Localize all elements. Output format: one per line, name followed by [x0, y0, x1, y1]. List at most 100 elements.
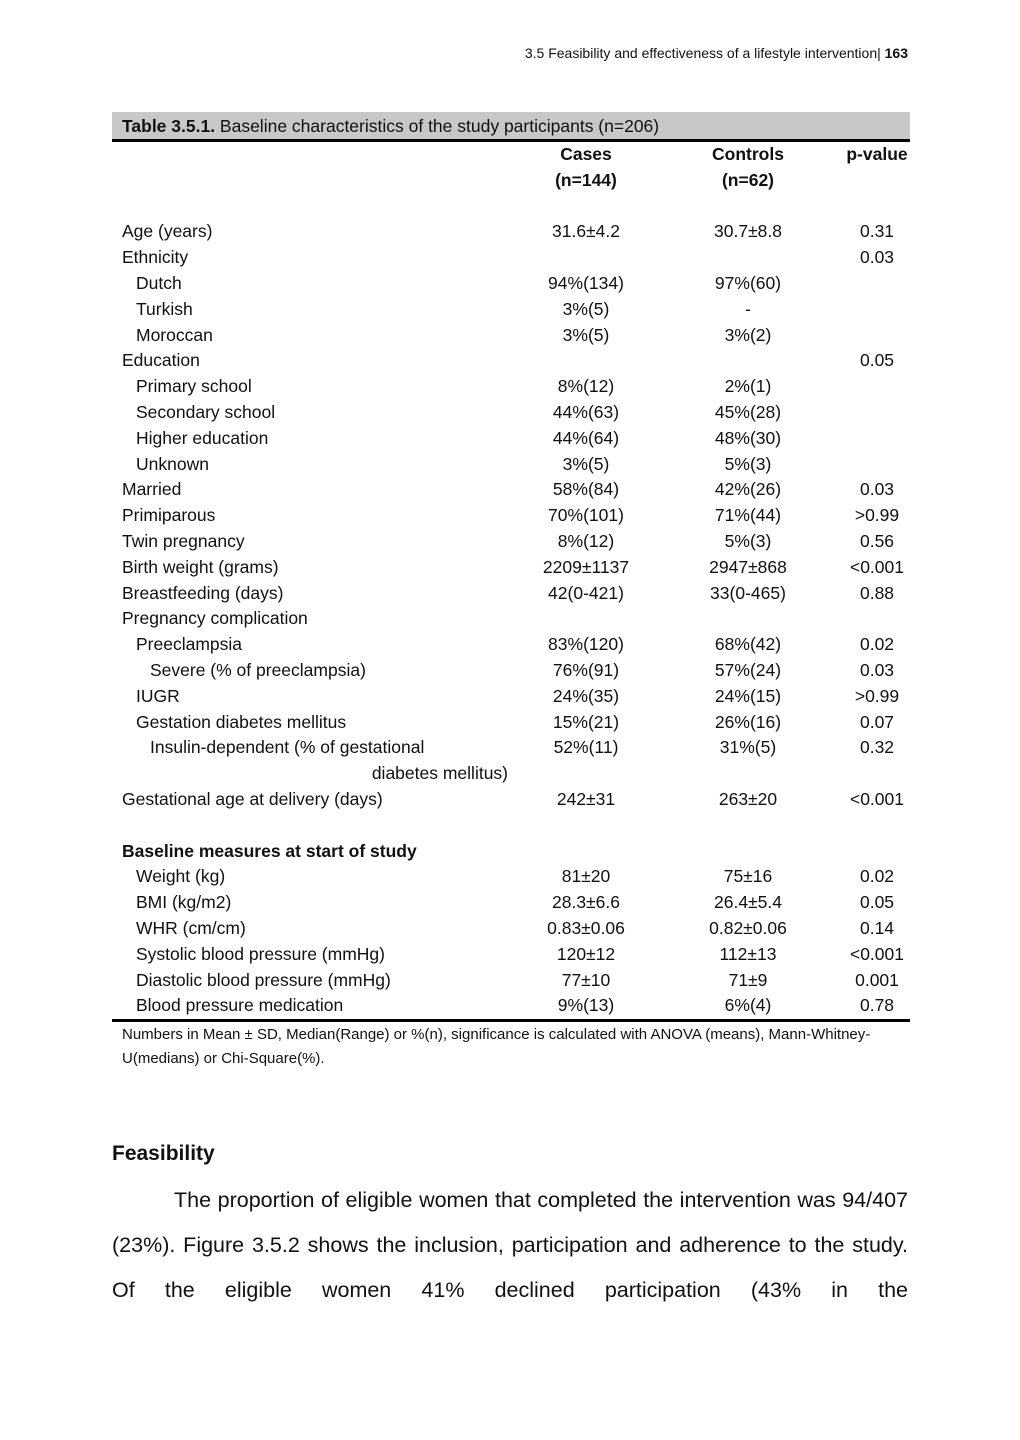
controls-value: 57%(24): [714, 659, 782, 680]
controls-value: [652, 813, 844, 839]
cases-value: 81±20: [561, 866, 611, 887]
p-value: 0.02: [859, 634, 895, 655]
controls-value: [652, 606, 844, 632]
controls-value: 2947±868: [709, 556, 787, 577]
controls-value: 33(0-465): [710, 582, 786, 603]
row-label: Diastolic blood pressure (mmHg): [136, 969, 391, 990]
table-row: Blood pressure medication 9%(13) 6%(4) 0.78: [112, 993, 910, 1023]
row-label: [112, 194, 520, 220]
table-row: Higher education 44%(64) 48%(30): [112, 426, 910, 452]
p-value: [844, 374, 910, 400]
p-value: [844, 426, 910, 452]
row-label: Education: [122, 350, 200, 371]
p-value: <0.001: [849, 556, 904, 577]
table-row: Age (years) 31.6±4.2 30.7±8.8 0.31: [112, 219, 910, 245]
p-value: [844, 323, 910, 349]
row-label: Dutch: [136, 272, 182, 293]
cases-value: [520, 761, 652, 787]
p-value: 0.02: [859, 866, 895, 887]
table-row: Preeclampsia 83%(120) 68%(42) 0.02: [112, 632, 910, 658]
p-value: 0.88: [859, 582, 895, 603]
row-label: IUGR: [136, 685, 180, 706]
row-label: Pregnancy complication: [122, 608, 308, 629]
p-value: 0.05: [859, 350, 895, 371]
controls-value: 75±16: [723, 866, 773, 887]
cases-value: [520, 348, 652, 374]
controls-value: [652, 348, 844, 374]
table-row: Ethnicity 0.03: [112, 245, 910, 271]
cases-value: 42(0-421): [548, 582, 624, 603]
row-label: WHR (cm/cm): [136, 917, 246, 938]
table-row: diabetes mellitus): [112, 761, 910, 787]
table-row: Dutch 94%(134) 97%(60): [112, 271, 910, 297]
cases-value: 44%(63): [552, 401, 620, 422]
controls-value: [652, 761, 844, 787]
row-label: Married: [122, 479, 182, 500]
header-row-1: Cases Controls p-value: [112, 142, 910, 168]
p-value: 0.07: [859, 711, 895, 732]
p-value: [844, 813, 910, 839]
cases-value: 28.3±6.6: [552, 892, 620, 913]
table-row: Severe (% of preeclampsia) 76%(91) 57%(24)…: [112, 658, 910, 684]
table-row: Gestational age at delivery (days) 242±31…: [112, 787, 910, 813]
controls-value: 48%(30): [714, 427, 782, 448]
section-paragraph: The proportion of eligible women that co…: [112, 1188, 908, 1302]
header-blank: [112, 168, 520, 194]
p-value: <0.001: [849, 788, 904, 809]
header-cases-n: (n=144): [555, 169, 617, 190]
p-value: >0.99: [854, 685, 900, 706]
cases-value: [520, 606, 652, 632]
controls-value: [652, 839, 844, 865]
p-value: [844, 606, 910, 632]
controls-value: -: [745, 298, 751, 319]
row-label: Gestation diabetes mellitus: [136, 711, 347, 732]
table-label: Table 3.5.1.: [122, 116, 216, 136]
table-row: Gestation diabetes mellitus 15%(21) 26%(16…: [112, 710, 910, 736]
cases-value: [520, 194, 652, 220]
controls-value: 2%(1): [724, 376, 772, 397]
cases-value: 8%(12): [557, 530, 615, 551]
table-row: Twin pregnancy 8%(12) 5%(3) 0.56: [112, 529, 910, 555]
row-label: Breastfeeding (days): [122, 582, 284, 603]
row-label: Blood pressure medication: [112, 993, 520, 1023]
header-blank: [112, 142, 520, 168]
row-label: Gestational age at delivery (days): [122, 788, 383, 809]
table-row: Baseline measures at start of study: [112, 839, 910, 865]
controls-value: 3%(2): [724, 324, 772, 345]
table-row: [112, 813, 910, 839]
row-label: BMI (kg/m2): [136, 892, 232, 913]
cases-value: 52%(11): [553, 737, 619, 758]
table-note: Numbers in Mean ± SD, Median(Range) or %…: [122, 1026, 871, 1068]
p-value: <0.001: [849, 943, 904, 964]
controls-value: 26.4±5.4: [714, 892, 782, 913]
cases-value: 94%(134): [548, 272, 624, 293]
cases-value: 3%(5): [562, 324, 610, 345]
row-label: Twin pregnancy: [122, 530, 245, 551]
controls-value: 24%(15): [714, 685, 782, 706]
cases-value: 83%(120): [548, 634, 624, 655]
row-label: Birth weight (grams): [122, 556, 279, 577]
table-row: Pregnancy complication: [112, 606, 910, 632]
header-pvalue-n: [844, 168, 910, 194]
cases-value: 9%(13): [520, 993, 652, 1023]
row-label: diabetes mellitus): [371, 763, 508, 784]
row-label: Unknown: [136, 453, 209, 474]
header-cases: Cases: [560, 144, 612, 164]
p-value: 0.03: [859, 479, 895, 500]
controls-value: 30.7±8.8: [714, 221, 782, 242]
table-row: Turkish 3%(5) -: [112, 297, 910, 323]
cases-value: [520, 245, 652, 271]
cases-value: 242±31: [556, 788, 616, 809]
row-label: Ethnicity: [122, 247, 189, 268]
cases-value: 120±12: [556, 943, 616, 964]
cases-value: 15%(21): [552, 711, 620, 732]
p-value: [844, 400, 910, 426]
table-row: Married 58%(84) 42%(26) 0.03: [112, 477, 910, 503]
row-label: Secondary school: [136, 401, 276, 422]
controls-value: 5%(3): [724, 453, 772, 474]
p-value: [844, 761, 910, 787]
header-controls-n: (n=62): [721, 169, 775, 190]
cases-value: 77±10: [561, 969, 611, 990]
row-label: Severe (% of preeclampsia): [150, 659, 366, 680]
section-heading: Feasibility: [112, 1142, 215, 1165]
